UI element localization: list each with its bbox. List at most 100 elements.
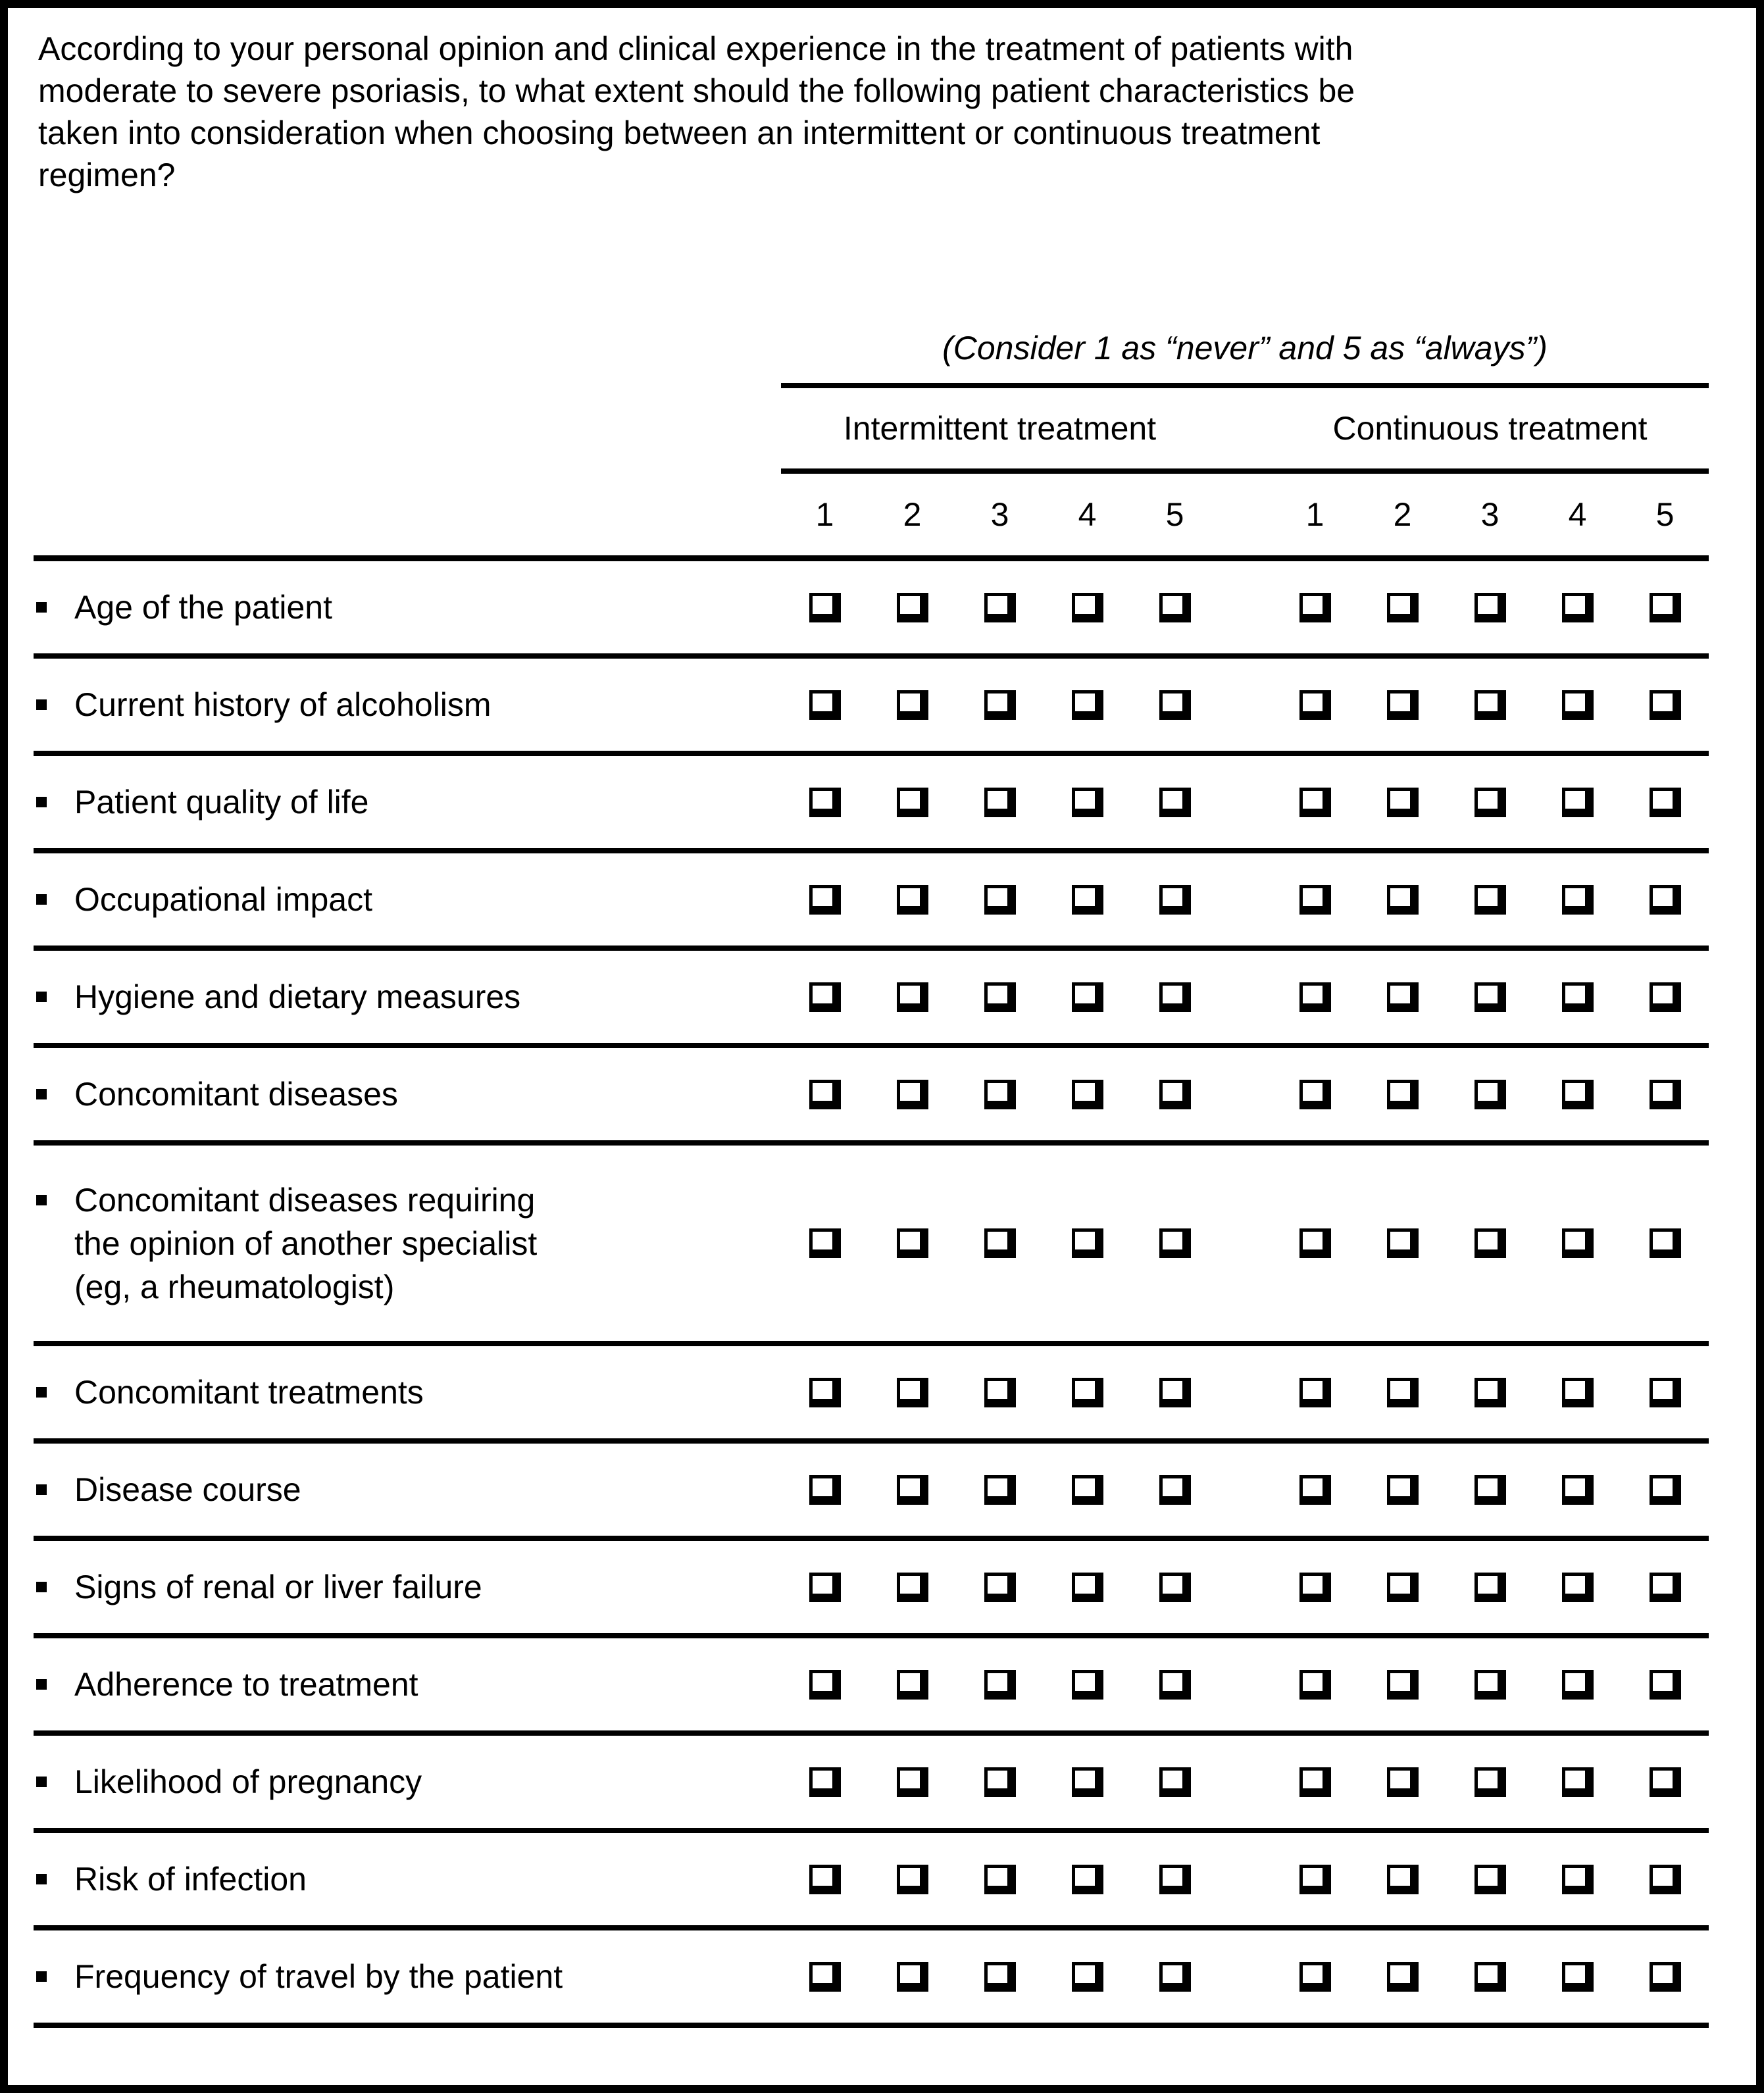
- checkbox-intermittent-4[interactable]: [1071, 1961, 1103, 1992]
- checkbox-intermittent-2[interactable]: [896, 1767, 928, 1797]
- checkbox-continuous-2[interactable]: [1386, 1669, 1419, 1700]
- checkbox-intermittent-1[interactable]: [809, 1079, 841, 1109]
- checkbox-continuous-5[interactable]: [1649, 982, 1681, 1012]
- checkbox-continuous-2[interactable]: [1386, 1961, 1419, 1992]
- checkbox-continuous-4[interactable]: [1561, 1475, 1594, 1505]
- checkbox-intermittent-2[interactable]: [896, 1377, 928, 1407]
- checkbox-intermittent-1[interactable]: [809, 1228, 841, 1258]
- checkbox-intermittent-5[interactable]: [1159, 884, 1191, 915]
- checkbox-continuous-3[interactable]: [1474, 1572, 1506, 1602]
- checkbox-intermittent-2[interactable]: [896, 690, 928, 720]
- checkbox-continuous-2[interactable]: [1386, 592, 1419, 622]
- checkbox-intermittent-3[interactable]: [984, 1228, 1016, 1258]
- checkbox-continuous-4[interactable]: [1561, 1669, 1594, 1700]
- checkbox-continuous-5[interactable]: [1649, 1475, 1681, 1505]
- checkbox-continuous-5[interactable]: [1649, 1767, 1681, 1797]
- checkbox-intermittent-1[interactable]: [809, 982, 841, 1012]
- checkbox-continuous-4[interactable]: [1561, 1572, 1594, 1602]
- checkbox-intermittent-5[interactable]: [1159, 1864, 1191, 1894]
- checkbox-continuous-5[interactable]: [1649, 1079, 1681, 1109]
- checkbox-continuous-5[interactable]: [1649, 1961, 1681, 1992]
- checkbox-continuous-5[interactable]: [1649, 1572, 1681, 1602]
- checkbox-intermittent-3[interactable]: [984, 1767, 1016, 1797]
- checkbox-continuous-3[interactable]: [1474, 787, 1506, 817]
- checkbox-continuous-1[interactable]: [1299, 1669, 1331, 1700]
- checkbox-continuous-3[interactable]: [1474, 1767, 1506, 1797]
- checkbox-intermittent-3[interactable]: [984, 1669, 1016, 1700]
- checkbox-continuous-5[interactable]: [1649, 787, 1681, 817]
- checkbox-continuous-3[interactable]: [1474, 884, 1506, 915]
- checkbox-intermittent-4[interactable]: [1071, 787, 1103, 817]
- checkbox-intermittent-5[interactable]: [1159, 787, 1191, 817]
- checkbox-intermittent-5[interactable]: [1159, 1475, 1191, 1505]
- checkbox-continuous-2[interactable]: [1386, 1377, 1419, 1407]
- checkbox-continuous-4[interactable]: [1561, 1961, 1594, 1992]
- checkbox-intermittent-2[interactable]: [896, 982, 928, 1012]
- checkbox-intermittent-3[interactable]: [984, 592, 1016, 622]
- checkbox-continuous-2[interactable]: [1386, 1475, 1419, 1505]
- checkbox-continuous-4[interactable]: [1561, 1079, 1594, 1109]
- checkbox-continuous-3[interactable]: [1474, 592, 1506, 622]
- checkbox-continuous-3[interactable]: [1474, 982, 1506, 1012]
- checkbox-intermittent-5[interactable]: [1159, 1669, 1191, 1700]
- checkbox-intermittent-1[interactable]: [809, 1864, 841, 1894]
- checkbox-intermittent-5[interactable]: [1159, 592, 1191, 622]
- checkbox-intermittent-4[interactable]: [1071, 1475, 1103, 1505]
- checkbox-intermittent-4[interactable]: [1071, 592, 1103, 622]
- checkbox-intermittent-4[interactable]: [1071, 1377, 1103, 1407]
- checkbox-intermittent-2[interactable]: [896, 1669, 928, 1700]
- checkbox-intermittent-5[interactable]: [1159, 1961, 1191, 1992]
- checkbox-continuous-3[interactable]: [1474, 1864, 1506, 1894]
- checkbox-continuous-4[interactable]: [1561, 982, 1594, 1012]
- checkbox-intermittent-4[interactable]: [1071, 884, 1103, 915]
- checkbox-intermittent-2[interactable]: [896, 1079, 928, 1109]
- checkbox-intermittent-5[interactable]: [1159, 982, 1191, 1012]
- checkbox-intermittent-2[interactable]: [896, 1864, 928, 1894]
- checkbox-continuous-1[interactable]: [1299, 1377, 1331, 1407]
- checkbox-continuous-2[interactable]: [1386, 1572, 1419, 1602]
- checkbox-intermittent-2[interactable]: [896, 787, 928, 817]
- checkbox-continuous-1[interactable]: [1299, 1767, 1331, 1797]
- checkbox-continuous-3[interactable]: [1474, 690, 1506, 720]
- checkbox-continuous-2[interactable]: [1386, 1079, 1419, 1109]
- checkbox-continuous-4[interactable]: [1561, 690, 1594, 720]
- checkbox-continuous-5[interactable]: [1649, 1864, 1681, 1894]
- checkbox-continuous-4[interactable]: [1561, 592, 1594, 622]
- checkbox-intermittent-3[interactable]: [984, 1572, 1016, 1602]
- checkbox-continuous-4[interactable]: [1561, 1377, 1594, 1407]
- checkbox-intermittent-3[interactable]: [984, 1864, 1016, 1894]
- checkbox-intermittent-3[interactable]: [984, 1377, 1016, 1407]
- checkbox-continuous-3[interactable]: [1474, 1228, 1506, 1258]
- checkbox-intermittent-5[interactable]: [1159, 1377, 1191, 1407]
- checkbox-intermittent-1[interactable]: [809, 787, 841, 817]
- checkbox-intermittent-1[interactable]: [809, 1377, 841, 1407]
- checkbox-intermittent-4[interactable]: [1071, 690, 1103, 720]
- checkbox-continuous-1[interactable]: [1299, 1864, 1331, 1894]
- checkbox-continuous-4[interactable]: [1561, 884, 1594, 915]
- checkbox-continuous-3[interactable]: [1474, 1475, 1506, 1505]
- checkbox-intermittent-1[interactable]: [809, 1572, 841, 1602]
- checkbox-continuous-2[interactable]: [1386, 884, 1419, 915]
- checkbox-continuous-5[interactable]: [1649, 1228, 1681, 1258]
- checkbox-intermittent-1[interactable]: [809, 1475, 841, 1505]
- checkbox-intermittent-2[interactable]: [896, 1961, 928, 1992]
- checkbox-intermittent-3[interactable]: [984, 982, 1016, 1012]
- checkbox-continuous-1[interactable]: [1299, 592, 1331, 622]
- checkbox-continuous-2[interactable]: [1386, 1767, 1419, 1797]
- checkbox-intermittent-4[interactable]: [1071, 1228, 1103, 1258]
- checkbox-continuous-2[interactable]: [1386, 690, 1419, 720]
- checkbox-intermittent-1[interactable]: [809, 592, 841, 622]
- checkbox-intermittent-2[interactable]: [896, 1228, 928, 1258]
- checkbox-continuous-1[interactable]: [1299, 1228, 1331, 1258]
- checkbox-continuous-1[interactable]: [1299, 1079, 1331, 1109]
- checkbox-intermittent-3[interactable]: [984, 884, 1016, 915]
- checkbox-intermittent-1[interactable]: [809, 884, 841, 915]
- checkbox-continuous-5[interactable]: [1649, 1377, 1681, 1407]
- checkbox-continuous-2[interactable]: [1386, 982, 1419, 1012]
- checkbox-intermittent-2[interactable]: [896, 592, 928, 622]
- checkbox-intermittent-2[interactable]: [896, 1572, 928, 1602]
- checkbox-intermittent-4[interactable]: [1071, 1669, 1103, 1700]
- checkbox-intermittent-5[interactable]: [1159, 690, 1191, 720]
- checkbox-intermittent-5[interactable]: [1159, 1228, 1191, 1258]
- checkbox-intermittent-5[interactable]: [1159, 1767, 1191, 1797]
